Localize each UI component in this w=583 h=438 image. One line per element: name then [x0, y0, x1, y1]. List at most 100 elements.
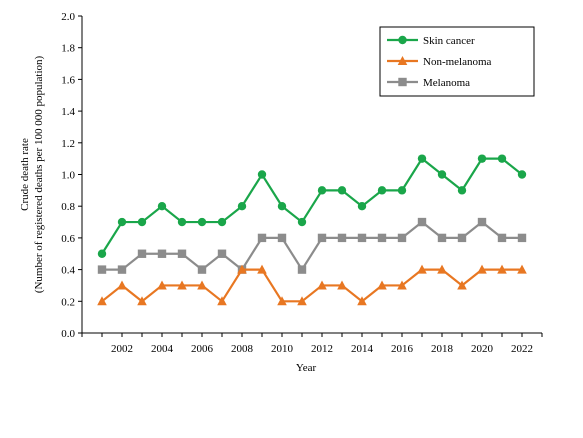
data-point-skin-cancer	[217, 217, 227, 227]
legend-entry-skin-cancer: Skin cancer	[387, 35, 475, 47]
data-point-non-melanoma	[337, 280, 347, 290]
ticks: 0.0 0.2 0.4 0.6 0.8 1.0 1.2 1.4 1.6 1.8 2.0 2002 200…	[61, 11, 543, 355]
data-point-non-melanoma	[197, 280, 207, 290]
legend-entry-melanoma: Melanoma	[387, 77, 470, 89]
data-point-melanoma	[257, 233, 267, 243]
data-point-non-melanoma	[257, 264, 267, 274]
data-point-skin-cancer	[177, 217, 187, 227]
data-point-skin-cancer	[137, 217, 147, 227]
series-line-skin-cancer	[101, 157, 523, 255]
data-point-non-melanoma	[237, 264, 247, 274]
data-point-melanoma	[317, 233, 327, 243]
series-melanoma	[97, 217, 527, 274]
data-point-non-melanoma	[477, 264, 487, 274]
data-point-skin-cancer	[517, 170, 527, 179]
series-skin-cancer	[97, 154, 527, 258]
data-point-melanoma	[417, 217, 427, 227]
y-tick-label: 1.4	[61, 106, 75, 118]
x-tick-label: 2006	[191, 343, 214, 355]
data-point-non-melanoma	[397, 280, 407, 290]
y-tick-label: 0.8	[61, 201, 75, 213]
data-point-non-melanoma	[117, 280, 127, 290]
y-tick-label: 0.4	[61, 265, 75, 277]
y-tick-label: 2.0	[61, 11, 75, 23]
data-point-non-melanoma	[377, 280, 387, 290]
x-tick-label: 2002	[111, 343, 133, 355]
legend-marker	[398, 77, 407, 87]
legend: Skin cancer Non-melanoma Melanoma	[379, 26, 535, 97]
x-tick-label: 2020	[471, 343, 494, 355]
y-tick-label: 0.2	[61, 296, 75, 308]
data-point-non-melanoma	[137, 296, 147, 306]
x-tick-label: 2010	[271, 343, 294, 355]
data-point-non-melanoma	[317, 280, 327, 290]
data-point-skin-cancer	[337, 186, 347, 195]
data-point-melanoma	[97, 265, 107, 274]
data-point-melanoma	[177, 249, 187, 258]
data-point-melanoma	[457, 233, 467, 243]
data-point-non-melanoma	[417, 264, 427, 274]
series-group	[97, 154, 527, 306]
legend-marker	[397, 56, 408, 65]
data-point-non-melanoma	[97, 296, 107, 306]
y-tick-label: 1.8	[61, 43, 75, 55]
data-point-non-melanoma	[357, 296, 367, 306]
data-point-skin-cancer	[257, 170, 267, 179]
x-tick-label: 2018	[431, 343, 454, 355]
data-point-skin-cancer	[357, 202, 367, 211]
data-point-non-melanoma	[297, 296, 307, 306]
data-point-non-melanoma	[177, 280, 187, 290]
data-point-skin-cancer	[157, 202, 167, 211]
y-tick-label: 0.0	[61, 328, 75, 340]
x-tick-label: 2014	[351, 343, 374, 355]
x-tick-label: 2016	[391, 343, 414, 355]
data-point-skin-cancer	[477, 154, 487, 163]
y-tick-label: 1.2	[61, 138, 75, 150]
data-point-non-melanoma	[497, 264, 507, 274]
data-point-melanoma	[437, 233, 447, 243]
legend-label: Non-melanoma	[423, 56, 492, 68]
data-point-skin-cancer	[457, 186, 467, 195]
series-non-melanoma	[97, 264, 527, 306]
data-point-melanoma	[497, 233, 507, 243]
x-tick-label: 2004	[151, 343, 174, 355]
legend-label: Skin cancer	[423, 35, 475, 47]
legend-marker	[398, 35, 407, 45]
data-point-skin-cancer	[297, 217, 307, 227]
data-point-skin-cancer	[397, 186, 407, 195]
data-point-non-melanoma	[437, 264, 447, 274]
x-tick-label: 2008	[231, 343, 254, 355]
axis-titles: Year Crude death rate (Number of registere…	[19, 55, 316, 374]
data-point-melanoma	[477, 217, 487, 227]
data-point-skin-cancer	[277, 202, 287, 211]
data-point-melanoma	[277, 233, 287, 243]
data-point-non-melanoma	[277, 296, 287, 306]
x-axis-title: Year	[296, 362, 317, 374]
x-tick-label: 2022	[511, 343, 533, 355]
data-point-melanoma	[517, 233, 527, 243]
x-tick-label: 2012	[311, 343, 333, 355]
data-point-skin-cancer	[237, 202, 247, 211]
series-line-non-melanoma	[101, 268, 522, 303]
legend-entry-non-melanoma: Non-melanoma	[387, 56, 492, 68]
data-point-melanoma	[397, 233, 407, 243]
data-point-melanoma	[117, 265, 127, 274]
data-point-skin-cancer	[317, 186, 327, 195]
data-point-skin-cancer	[117, 217, 127, 227]
y-axis-title-line-2: (Number of registered deaths per 100 000…	[33, 55, 45, 293]
data-point-melanoma	[337, 233, 347, 243]
data-point-melanoma	[297, 265, 307, 274]
data-point-melanoma	[157, 249, 167, 258]
series-line-melanoma	[102, 220, 522, 272]
data-point-skin-cancer	[97, 249, 107, 258]
y-axis-title-line-1: Crude death rate	[19, 138, 31, 211]
data-point-non-melanoma	[517, 264, 527, 274]
y-tick-label: 1.6	[61, 74, 75, 86]
data-point-non-melanoma	[217, 296, 227, 306]
y-tick-label: 0.6	[61, 233, 75, 245]
data-point-skin-cancer	[197, 217, 207, 227]
data-point-melanoma	[217, 249, 227, 258]
data-point-melanoma	[197, 265, 207, 274]
data-point-melanoma	[137, 249, 147, 258]
